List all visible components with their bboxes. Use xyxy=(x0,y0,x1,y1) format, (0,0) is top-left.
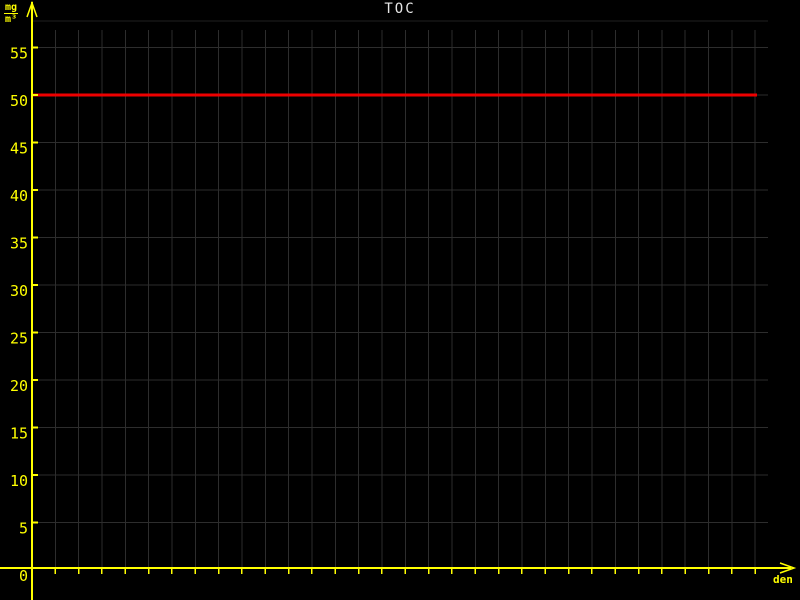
y-axis-unit-label: mg m³ xyxy=(4,2,19,25)
chart-title: TOC xyxy=(384,1,416,17)
y-tick-label: 40 xyxy=(10,187,28,205)
x-axis-label: den xyxy=(773,573,793,586)
y-tick-label: 5 xyxy=(19,520,28,538)
y-tick-label: 55 xyxy=(10,45,28,63)
y-tick-label: 45 xyxy=(10,140,28,158)
y-tick-label: 0 xyxy=(19,567,28,585)
y-tick-label: 25 xyxy=(10,330,28,348)
y-tick-label: 30 xyxy=(10,282,28,300)
y-tick-label: 20 xyxy=(10,377,28,395)
y-axis-arrowhead xyxy=(26,0,38,18)
x-axis-arrowhead xyxy=(779,562,797,574)
unit-numerator: mg xyxy=(4,2,19,14)
y-tick-label: 10 xyxy=(10,472,28,490)
y-tick-label: 35 xyxy=(10,235,28,253)
y-tick-label: 15 xyxy=(10,425,28,443)
y-tick-label: 50 xyxy=(10,92,28,110)
unit-denominator: m³ xyxy=(5,14,18,25)
